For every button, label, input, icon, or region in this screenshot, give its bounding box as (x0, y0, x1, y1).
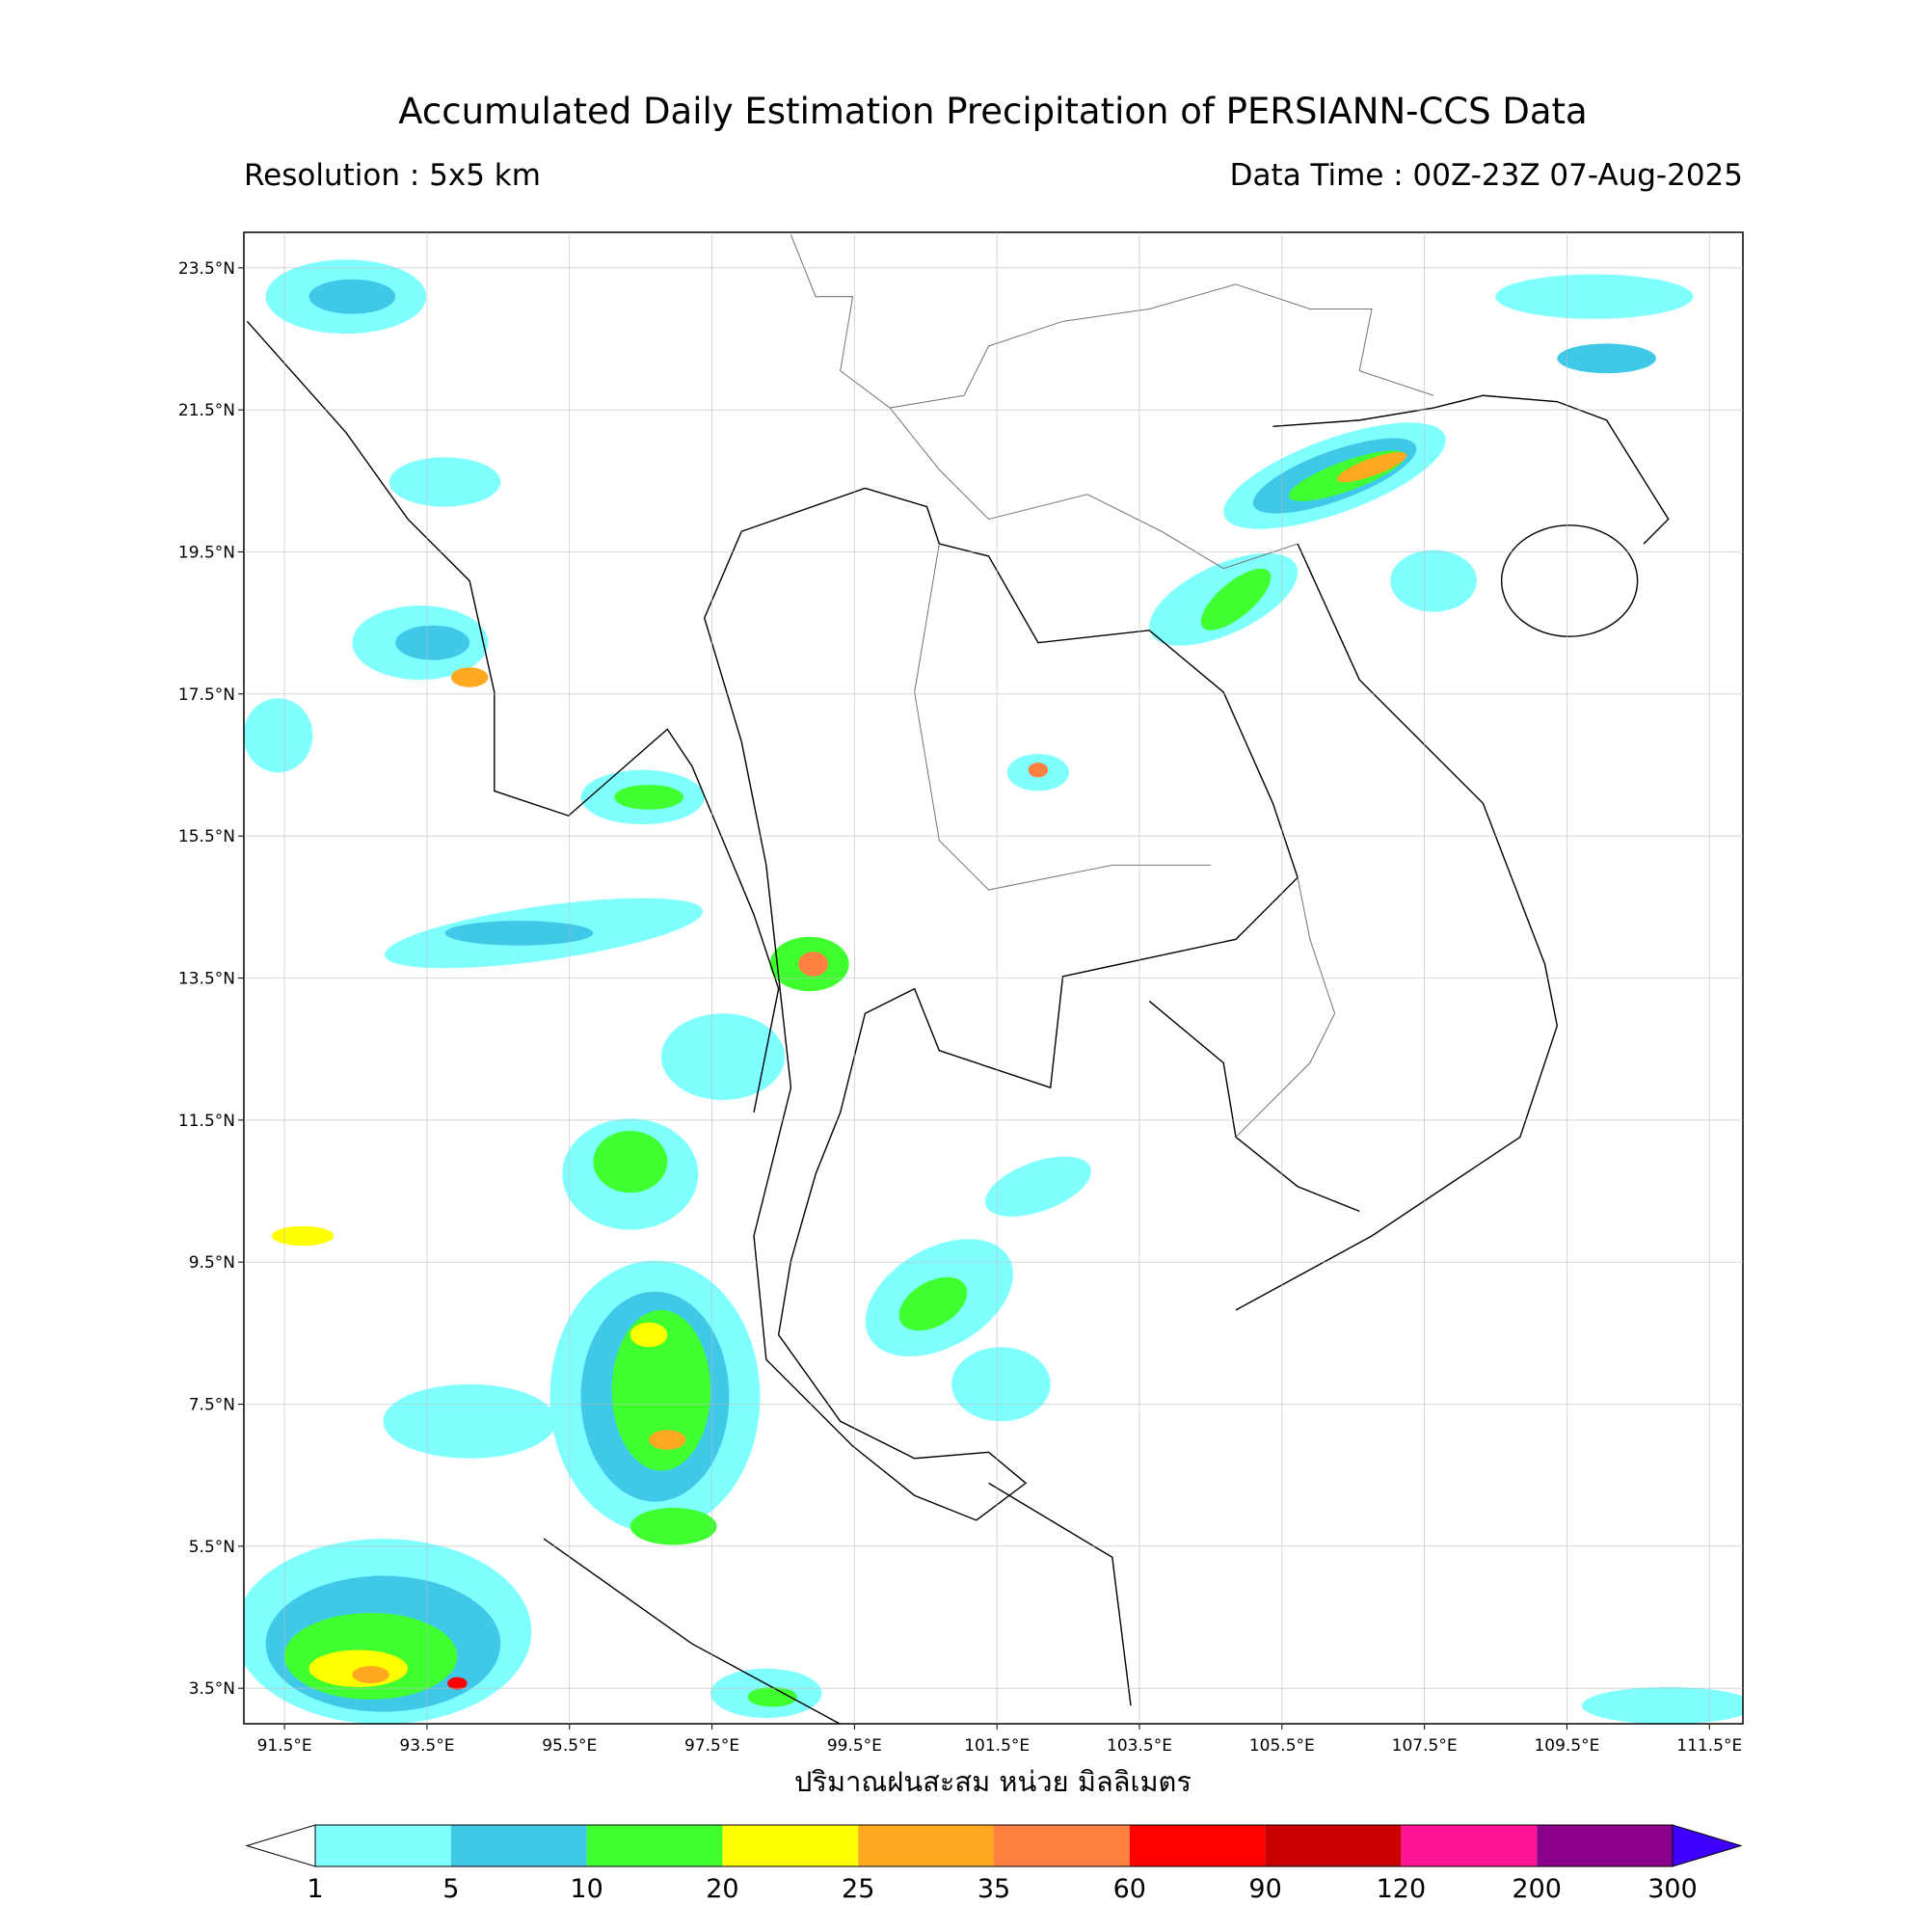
colorbar-label: 200 (1512, 1874, 1562, 1904)
x-tick-label: 93.5°E (399, 1736, 454, 1756)
colorbar-label: 300 (1647, 1874, 1698, 1904)
y-tick-label: 7.5°N (189, 1396, 235, 1415)
colorbar-frame (314, 1824, 1674, 1867)
colorbar-segment (315, 1825, 451, 1866)
x-tick-label: 107.5°E (1392, 1736, 1458, 1756)
colorbar-segment (586, 1825, 723, 1866)
colorbar-label: 5 (442, 1874, 459, 1904)
colorbar-segment (858, 1825, 994, 1866)
colorbar-label: 10 (570, 1874, 602, 1904)
x-tick-label: 111.5°E (1676, 1736, 1742, 1756)
colorbar-label: 35 (977, 1874, 1010, 1904)
x-tick-label: 95.5°E (542, 1736, 597, 1756)
x-tick-label: 97.5°E (684, 1736, 739, 1756)
colorbar-segment (994, 1825, 1130, 1866)
y-tick-label: 13.5°N (178, 970, 235, 989)
y-tick-label: 17.5°N (178, 685, 235, 705)
colorbar-under (245, 1824, 316, 1867)
colorbar-label: 120 (1377, 1874, 1427, 1904)
colorbar-label: 1 (307, 1874, 323, 1904)
data-time: Data Time : 00Z-23Z 07-Aug-2025 (1230, 158, 1743, 193)
colorbar-over (1672, 1824, 1743, 1867)
colorbar-segment (1129, 1825, 1266, 1866)
x-tick-label: 91.5°E (257, 1736, 312, 1756)
y-tick-label: 23.5°N (178, 259, 235, 279)
colorbar-label: 20 (706, 1874, 738, 1904)
x-tick-label: 109.5°E (1534, 1736, 1599, 1756)
x-tick-label: 101.5°E (964, 1736, 1030, 1756)
colorbar-segment (450, 1825, 587, 1866)
title: Accumulated Daily Estimation Precipitati… (398, 91, 1587, 132)
y-tick-label: 9.5°N (189, 1253, 235, 1273)
y-tick-label: 21.5°N (178, 401, 235, 420)
colorbar-label: 90 (1248, 1874, 1281, 1904)
colorbar-label: 60 (1113, 1874, 1146, 1904)
colorbar-segment (722, 1825, 859, 1866)
colorbar-segment (1265, 1825, 1402, 1866)
y-tick-label: 19.5°N (178, 544, 235, 563)
precipitation-field (244, 234, 1743, 1724)
y-tick-label: 11.5°N (178, 1112, 235, 1131)
colorbar-label: 25 (842, 1874, 874, 1904)
y-tick-label: 5.5°N (189, 1538, 235, 1557)
x-tick-label: 99.5°E (827, 1736, 882, 1756)
resolution: Resolution : 5x5 km (244, 158, 541, 193)
y-tick-label: 3.5°N (189, 1679, 235, 1699)
x-tick-label: 105.5°E (1249, 1736, 1315, 1756)
x-tick-label: 103.5°E (1107, 1736, 1172, 1756)
y-tick-label: 15.5°N (178, 827, 235, 846)
colorbar-segment (1401, 1825, 1538, 1866)
axis-label: ปริมาณฝนสะสม หน่วย มิลลิเมตร (794, 1765, 1192, 1798)
colorbar-segment (1537, 1825, 1673, 1866)
